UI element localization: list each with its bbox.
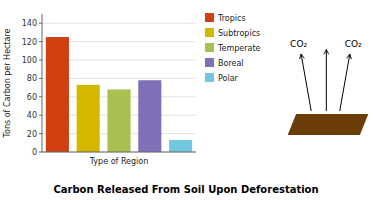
legend-label: Subtropics [218,29,260,38]
legend-swatch [205,13,214,22]
title: Carbon Released From Soil Upon Deforesta… [53,184,318,195]
grid-line [42,23,196,24]
x-axis-label: Type of Region [89,157,149,166]
chart: 0 20 40 60 80 100 120 140 Type of Region Tons of … [0,0,373,200]
legend-swatch [205,43,214,52]
tick-label: 80 [27,74,37,83]
grid-line [42,152,196,153]
annotation: CO₂ [290,39,307,49]
bar [169,140,192,152]
soil [288,114,369,135]
tick-label: 120 [22,38,37,47]
tick-label: 40 [27,111,37,120]
legend-label: Temperate [217,44,261,53]
bar [77,85,100,152]
bar [138,80,161,152]
y-axis [42,14,43,152]
arrow [340,54,350,111]
legend-label: Boreal [218,59,244,68]
tick-label: 0 [32,148,37,157]
legend-swatch [205,73,214,82]
tick-label: 100 [22,56,37,65]
legend-label: Polar [218,74,239,83]
y-axis-label: Tons of Carbon per Hectare [3,28,12,138]
tick-label: 140 [22,19,37,28]
bar [107,89,130,152]
legend-swatch [205,28,214,37]
tick-label: 20 [27,130,37,139]
x-axis [42,152,196,153]
bar [46,37,69,152]
legend-label: Tropics [217,14,246,23]
tick-label: 60 [27,93,37,102]
legend-swatch [205,58,214,67]
arrow [301,54,311,111]
annotation: CO₂ [345,39,362,49]
bars [46,37,192,152]
arrow [326,50,327,112]
